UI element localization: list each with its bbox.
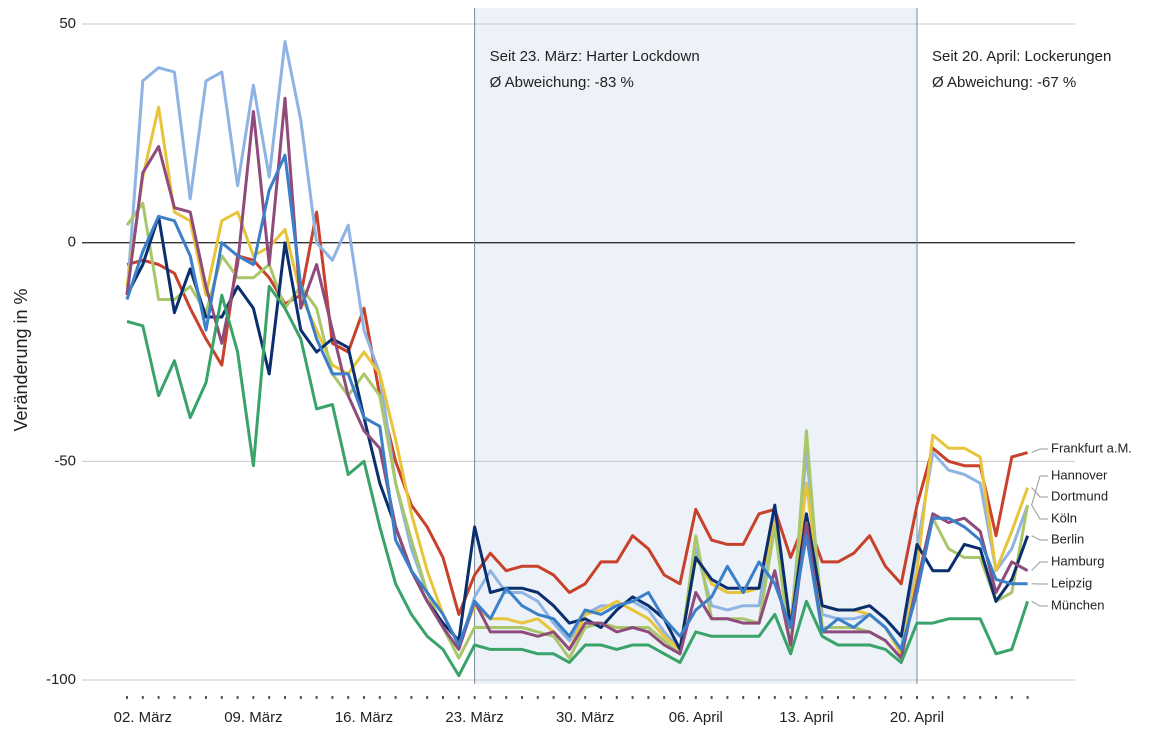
x-tick [931,696,934,699]
x-tick [600,696,602,699]
x-tick [220,696,223,699]
x-tick [442,696,444,699]
x-tick [268,696,271,699]
x-tick [868,696,871,699]
x-tick [584,696,587,699]
x-tick [473,696,476,699]
x-tick [679,696,681,699]
legend-leader [1031,475,1048,506]
series-line [125,153,1028,651]
legend-leader [1031,535,1048,541]
x-tick [205,696,207,699]
x-tick-label: 09. März [224,709,282,726]
legend-label: Hamburg [1051,553,1104,568]
x-tick [615,696,618,699]
x-tick [299,696,302,699]
x-tick [758,696,760,699]
x-tick [505,696,508,699]
x-tick [773,696,776,699]
x-tick [742,696,745,699]
legend-label: Frankfurt a.M. [1051,440,1132,455]
x-tick [805,696,808,699]
x-tick [1026,696,1029,699]
x-tick-label: 30. März [556,709,614,726]
annotation: Seit 23. März: Harter Lockdown [490,48,700,65]
legend-label: Köln [1051,510,1077,525]
lockdown-region [474,8,917,684]
x-tick [568,696,571,699]
y-tick-label: 0 [68,234,76,251]
legend-label: München [1051,597,1104,612]
x-tick-label: 16. März [335,709,393,726]
x-tick-label: 20. April [890,709,944,726]
x-tick [489,696,492,699]
x-tick [173,696,176,699]
x-tick [315,696,318,699]
x-tick [1010,696,1013,699]
y-tick-label: 50 [59,15,76,32]
x-tick-label: 02. März [114,709,172,726]
x-tick [710,696,713,699]
y-axis-label: Veränderung in % [11,288,31,431]
x-tick [694,696,697,699]
x-tick [236,696,239,699]
x-tick [963,696,966,699]
x-tick [331,696,334,699]
annotation: Ø Abweichung: -83 % [490,74,634,91]
x-tick [979,696,982,699]
x-tick [726,696,729,699]
x-tick [189,696,192,699]
legend-leader [1031,487,1048,498]
x-tick [900,696,903,699]
x-tick [157,696,160,699]
annotation: Seit 20. April: Lockerungen [932,48,1111,65]
x-tick [821,696,824,699]
x-tick [426,696,429,699]
x-tick [947,696,950,699]
legend-label: Berlin [1051,531,1084,546]
x-tick [631,696,634,699]
x-tick [647,696,650,699]
x-tick [378,696,381,699]
y-tick-label: -50 [54,452,76,469]
x-tick [837,696,839,699]
x-tick [995,696,997,699]
legend-leader [1031,600,1048,607]
x-tick [521,696,523,699]
x-tick [552,696,555,699]
legend-label: Hannover [1051,467,1108,482]
legend-label: Leipzig [1051,575,1092,590]
x-tick [141,696,144,699]
legend-leader [1031,504,1048,520]
x-tick [884,696,887,699]
x-tick [363,696,365,699]
legend-leader [1031,561,1048,572]
x-tick [410,696,413,699]
x-tick [457,696,460,699]
series-line [125,96,1029,660]
series-line [126,284,1030,678]
legend-label: Dortmund [1051,488,1108,503]
y-tick-label: -100 [46,671,76,688]
x-tick [252,696,255,699]
x-tick [536,696,539,699]
annotation: Ø Abweichung: -67 % [932,74,1076,91]
x-tick-label: 06. April [669,709,723,726]
x-tick [284,696,286,699]
legend-leader [1031,448,1048,454]
x-tick [789,696,792,699]
x-tick [852,696,855,699]
x-tick-label: 13. April [779,709,833,726]
x-tick [126,696,128,699]
x-tick [394,696,397,699]
x-tick [347,696,350,699]
x-tick [916,696,918,699]
x-tick-label: 23. März [445,709,503,726]
x-tick [663,696,666,699]
